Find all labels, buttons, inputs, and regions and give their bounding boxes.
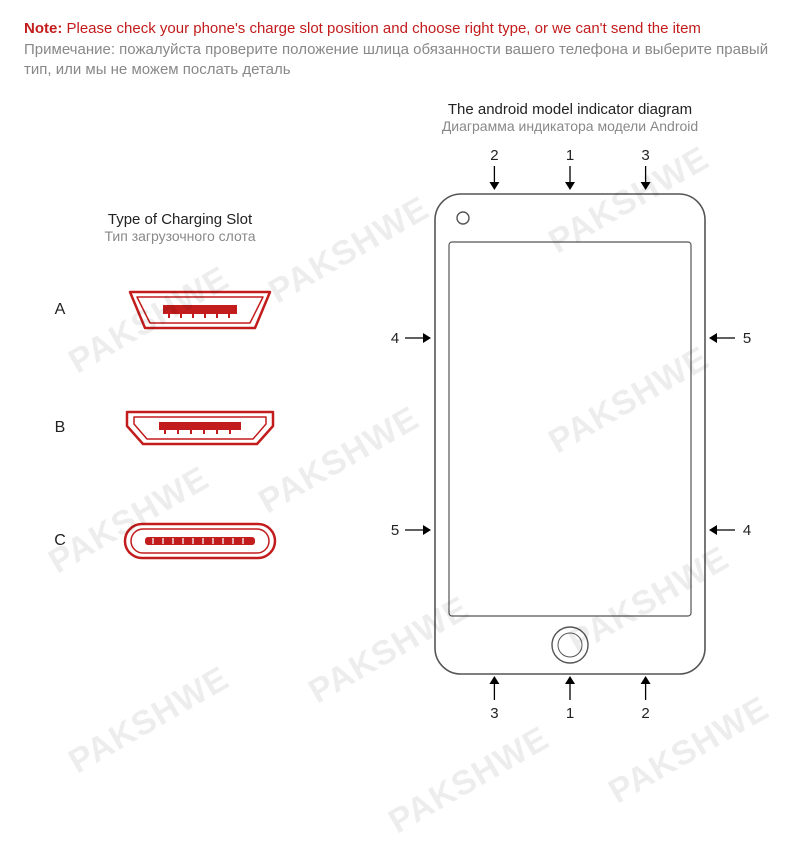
svg-text:3: 3 <box>641 147 649 164</box>
svg-text:4: 4 <box>743 522 751 539</box>
slot-title-ru: Тип загрузочного слота <box>40 228 320 244</box>
watermark-text: PAKSHWE <box>62 659 236 782</box>
svg-text:1: 1 <box>566 147 574 164</box>
slot-letter-b: B <box>40 419 80 437</box>
slot-row-a: A <box>40 280 320 340</box>
phone-diagram-column: The android model indicator diagram Диаг… <box>370 101 770 740</box>
svg-text:5: 5 <box>743 330 751 347</box>
svg-text:2: 2 <box>490 147 498 164</box>
note-line-en: Note: Please check your phone's charge s… <box>24 20 776 38</box>
slot-row-b: B <box>40 400 320 456</box>
slot-types-column: Type of Charging Slot Тип загрузочного с… <box>40 211 320 626</box>
note-ru: Примечание: пожалуйста проверите положен… <box>24 40 776 81</box>
svg-text:2: 2 <box>641 705 649 722</box>
slot-title-en: Type of Charging Slot <box>40 211 320 228</box>
slot-c-icon <box>80 516 320 566</box>
slot-letter-a: A <box>40 301 80 319</box>
slot-a-icon <box>80 280 320 340</box>
diagram-title-ru: Диаграмма индикатора модели Android <box>370 118 770 134</box>
svg-text:4: 4 <box>391 330 399 347</box>
diagram-title-en: The android model indicator diagram <box>370 101 770 118</box>
note-bold: Note: <box>24 20 62 37</box>
slot-letter-c: C <box>40 532 80 550</box>
phone-area: 2 1 3 3 1 2 4 5 5 4 <box>370 140 770 740</box>
note-en: Please check your phone's charge slot po… <box>62 20 701 37</box>
slot-row-c: C <box>40 516 320 566</box>
note-section: Note: Please check your phone's charge s… <box>0 0 800 81</box>
svg-text:3: 3 <box>490 705 498 722</box>
slot-b-icon <box>80 400 320 456</box>
content-area: Type of Charging Slot Тип загрузочного с… <box>0 81 800 781</box>
svg-text:5: 5 <box>391 522 399 539</box>
svg-text:1: 1 <box>566 705 574 722</box>
